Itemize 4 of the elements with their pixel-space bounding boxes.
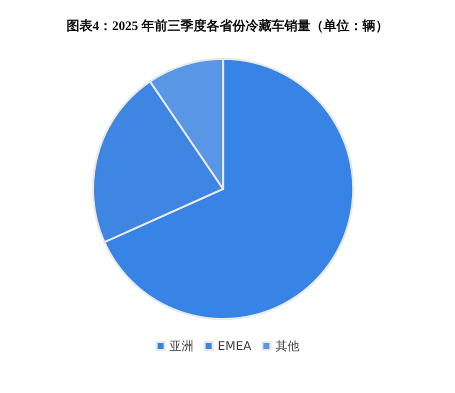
legend-label: 其他	[275, 339, 300, 353]
chart-title: 图表4：2025 年前三季度各省份冷藏车销量（单位：辆）	[66, 18, 388, 33]
legend-label: 亚洲	[170, 339, 194, 353]
legend-label: EMEA	[218, 339, 252, 353]
